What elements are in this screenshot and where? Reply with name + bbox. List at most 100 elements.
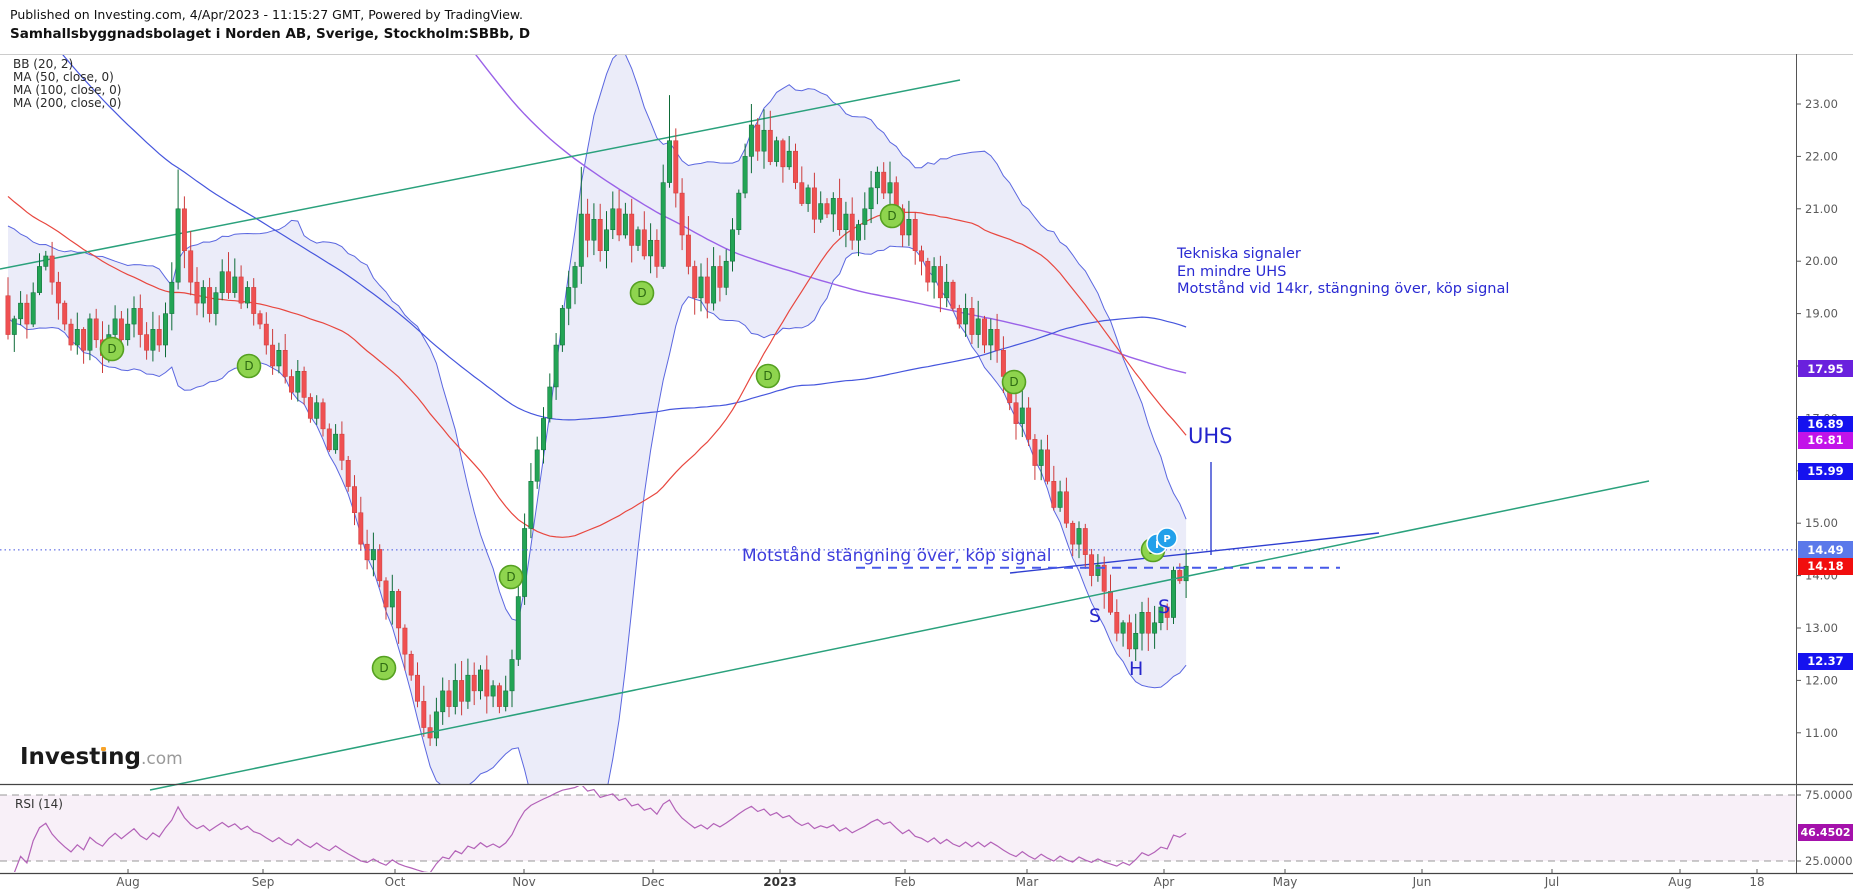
candle-down bbox=[937, 266, 943, 299]
tech-note-line3: Motstånd vid 14kr, stängning över, köp s… bbox=[1177, 281, 1510, 297]
candle-down bbox=[585, 213, 591, 241]
candle-down bbox=[912, 219, 918, 251]
shoulder-left-label: S bbox=[1089, 605, 1102, 627]
candle-down bbox=[1101, 564, 1107, 592]
candle-up bbox=[1152, 622, 1158, 634]
dividend-marker-icon[interactable] bbox=[755, 363, 781, 389]
dividend-marker-icon[interactable] bbox=[1001, 369, 1027, 395]
legend-ma200[interactable]: MA (200, close, 0) bbox=[13, 96, 122, 110]
candle-up bbox=[1158, 606, 1164, 624]
time-axis-label[interactable]: 2023 bbox=[763, 875, 796, 889]
rsi-pane[interactable] bbox=[8, 784, 1187, 892]
legend-ma50[interactable]: MA (50, close, 0) bbox=[13, 70, 114, 84]
dividend-marker-icon[interactable] bbox=[99, 336, 125, 362]
candle-down bbox=[137, 308, 143, 335]
time-axis-label[interactable]: Feb bbox=[894, 875, 915, 889]
candle-up bbox=[452, 680, 458, 707]
candle-up bbox=[314, 402, 320, 419]
candle-up bbox=[219, 271, 225, 293]
price-pane[interactable] bbox=[0, 0, 1380, 863]
candle-up bbox=[125, 323, 131, 341]
candle-down bbox=[685, 234, 691, 267]
dividend-marker-icon[interactable] bbox=[629, 280, 655, 306]
candle-down bbox=[780, 140, 786, 168]
dividend-marker-icon[interactable] bbox=[498, 564, 524, 590]
candle-down bbox=[358, 512, 364, 545]
candle-down bbox=[320, 402, 326, 430]
bollinger-band-fill bbox=[8, 55, 1187, 784]
candle-down bbox=[49, 255, 55, 283]
candle-down bbox=[62, 302, 68, 325]
candle-up bbox=[169, 281, 175, 314]
candle-down bbox=[811, 187, 817, 220]
candle-down bbox=[925, 260, 931, 283]
logo-i-orange-dot: ı bbox=[100, 744, 109, 770]
candle-up bbox=[774, 140, 780, 162]
candle-up bbox=[1120, 622, 1126, 634]
candle-up bbox=[830, 198, 836, 215]
candle-down bbox=[289, 376, 294, 393]
dividend-marker-icon[interactable] bbox=[371, 655, 397, 681]
time-axis-label[interactable]: May bbox=[1273, 875, 1298, 889]
candle-down bbox=[1063, 491, 1069, 524]
candle-up bbox=[112, 318, 118, 335]
candle-up bbox=[610, 208, 616, 231]
time-axis-label[interactable]: Aug bbox=[1668, 875, 1691, 889]
time-axis-label[interactable]: Oct bbox=[385, 875, 406, 889]
price-tick-label: 15.00 bbox=[1805, 516, 1838, 530]
candle-down bbox=[755, 124, 761, 152]
time-axis-label[interactable]: Nov bbox=[512, 875, 535, 889]
candle-down bbox=[307, 397, 313, 419]
price-badge-16.81: 16.81 bbox=[1798, 431, 1853, 449]
trendline-lower-channel[interactable] bbox=[149, 480, 1650, 791]
time-axis-label[interactable]: 18 bbox=[1749, 875, 1764, 889]
logo-text-1: Invest bbox=[20, 744, 101, 770]
candle-up bbox=[862, 208, 868, 225]
time-axis-label[interactable]: Aug bbox=[116, 875, 139, 889]
rsi-tick-label: 75.0000 bbox=[1805, 788, 1853, 802]
investing-logo: Investıng.com bbox=[20, 744, 183, 770]
price-tick-label: 11.00 bbox=[1805, 726, 1838, 740]
dividend-marker-letter: D bbox=[107, 342, 116, 356]
dividend-marker-letter: D bbox=[1009, 375, 1018, 389]
rsi-indicator-label[interactable]: RSI (14) bbox=[15, 797, 63, 811]
candle-up bbox=[465, 674, 471, 702]
candle-up bbox=[805, 187, 811, 204]
candle-down bbox=[377, 549, 383, 582]
candle-up bbox=[1183, 565, 1189, 582]
price-badge-16.89: 16.89 bbox=[1798, 415, 1853, 433]
trendline-upper-channel[interactable] bbox=[0, 79, 961, 270]
candle-down bbox=[1032, 439, 1038, 466]
time-axis-label[interactable]: Apr bbox=[1154, 875, 1175, 889]
price-tick-label: 20.00 bbox=[1805, 254, 1838, 268]
price-tick-label: 21.00 bbox=[1805, 202, 1838, 216]
time-axis-label[interactable]: Mar bbox=[1016, 875, 1039, 889]
technical-signals-note: Tekniska signaler En mindre UHS Motstånd… bbox=[1177, 246, 1509, 299]
legend-bb[interactable]: BB (20, 2) bbox=[13, 57, 74, 71]
candle-down bbox=[339, 433, 345, 461]
time-axis-label[interactable]: Dec bbox=[641, 875, 664, 889]
dividend-marker-icon[interactable] bbox=[879, 203, 905, 229]
candle-up bbox=[553, 344, 559, 388]
candle-up bbox=[698, 276, 704, 299]
candle-down bbox=[1051, 481, 1057, 508]
candle-down bbox=[251, 287, 257, 314]
time-axis-label[interactable]: Jun bbox=[1412, 875, 1432, 889]
candle-up bbox=[1139, 612, 1145, 634]
trendline-uhs-neckline[interactable] bbox=[1009, 532, 1380, 574]
uhs-annotation: UHS bbox=[1188, 424, 1233, 448]
rsi-badge: 46.4502 bbox=[1798, 824, 1853, 842]
time-axis-label[interactable]: Sep bbox=[252, 875, 275, 889]
candle-down bbox=[471, 674, 477, 692]
candle-down bbox=[1070, 522, 1076, 545]
event-marker-letter: P bbox=[1163, 534, 1170, 545]
dividend-marker-icon[interactable] bbox=[236, 353, 262, 379]
legend-ma100[interactable]: MA (100, close, 0) bbox=[13, 83, 122, 97]
time-axis-label[interactable]: Jul bbox=[1544, 875, 1559, 889]
event-marker-icon[interactable] bbox=[1156, 527, 1178, 549]
price-badge-14.49: 14.49 bbox=[1798, 541, 1853, 559]
candle-down bbox=[188, 250, 194, 283]
resistance-annotation: Motstånd stängning över, köp signal bbox=[742, 546, 1052, 566]
candle-up bbox=[818, 203, 824, 220]
